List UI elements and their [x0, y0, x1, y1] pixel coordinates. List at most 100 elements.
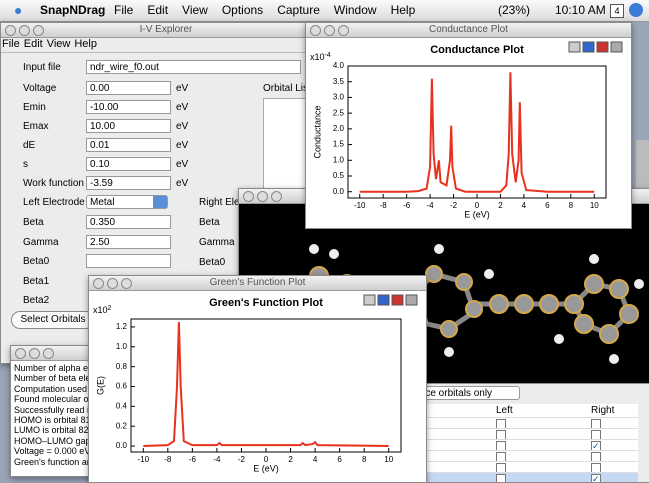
toolbar-button — [583, 42, 594, 52]
table-row — [406, 472, 638, 483]
x-tick-label: -4 — [427, 201, 435, 210]
greens-chart: Green's Function Plotx1020.00.20.40.60.8… — [89, 291, 426, 482]
x-tick-label: 2 — [288, 455, 293, 464]
text-field[interactable]: 0.350 — [86, 215, 171, 229]
x-tick-label: 10 — [590, 201, 599, 210]
x-tick-label: -8 — [164, 455, 172, 464]
text-field[interactable]: 0.01 — [86, 138, 171, 152]
date-icon[interactable]: 4 — [610, 4, 624, 18]
chart-title: Green's Function Plot — [209, 297, 323, 309]
screen: ● SnapNDrag File Edit View Options Capture Wi… — [0, 0, 649, 481]
text-field[interactable]: ndr_wire_f0.out — [86, 60, 301, 74]
log-line: HOMO is orbital 81, — [14, 415, 100, 425]
menu-item[interactable]: Options — [222, 3, 263, 17]
x-tick-label: -6 — [189, 455, 197, 464]
y-tick-label: 4.0 — [333, 61, 345, 70]
menu-item[interactable]: Window — [334, 3, 377, 17]
orbital-table-window: lence orbitals only lLeftRight✓✓ — [405, 383, 649, 483]
log-line: Computation used 3 — [14, 384, 100, 394]
y-tick-label: 0.8 — [116, 362, 128, 371]
dropdown[interactable]: Metal — [86, 195, 168, 209]
menu-item[interactable]: Help — [74, 38, 97, 50]
checkbox[interactable]: ✓ — [591, 474, 601, 483]
log-line: Successfully read inp — [14, 405, 100, 415]
text-field[interactable]: -3.59 — [86, 176, 171, 190]
multiplier-base: x10 — [93, 305, 108, 315]
x-tick-label: -10 — [137, 455, 149, 464]
multiplier-exp: -4 — [325, 52, 331, 59]
field-label: Beta — [199, 217, 220, 228]
menu-item[interactable]: Capture — [277, 3, 320, 17]
field-label: Voltage — [23, 83, 56, 94]
conductance-chart: Conductance Plotx10-40.00.51.01.52.02.53… — [306, 38, 631, 228]
window-title: Green's Function Plot — [210, 277, 306, 288]
x-tick-label: 2 — [498, 201, 503, 210]
field-label: Beta0 — [23, 256, 49, 267]
title-bar: Green's Function Plot — [89, 276, 426, 291]
toolbar-button — [597, 42, 608, 52]
y-tick-label: 0.5 — [333, 171, 345, 180]
y-tick-label: 0.0 — [333, 187, 345, 196]
x-tick-label: -2 — [450, 201, 458, 210]
text-field[interactable]: 0.10 — [86, 157, 171, 171]
unit-label: eV — [176, 83, 188, 94]
x-tick-label: 6 — [545, 201, 550, 210]
field-label: Work function — [23, 178, 84, 189]
menu-item[interactable]: Edit — [147, 3, 168, 17]
x-tick-label: 8 — [362, 455, 367, 464]
y-tick-label: 2.5 — [333, 108, 345, 117]
text-field[interactable] — [86, 254, 171, 268]
menu-item[interactable]: Edit — [24, 38, 43, 50]
y-axis-label: Conductance — [312, 105, 322, 158]
text-field[interactable]: 10.00 — [86, 119, 171, 133]
y-tick-label: 0.2 — [116, 421, 128, 430]
title-bar: Conductance Plot — [306, 23, 631, 38]
field-label: Gamma — [23, 237, 59, 248]
menubar: ● SnapNDrag File Edit View Options Capture Wi… — [0, 0, 649, 22]
y-tick-label: 3.0 — [333, 93, 345, 102]
text-field[interactable]: 0.00 — [86, 81, 171, 95]
x-tick-label: -10 — [354, 201, 366, 210]
x-tick-label: 4 — [313, 455, 318, 464]
log-line: LUMO is orbital 82, — [14, 425, 100, 435]
select-orbitals-button[interactable]: Select Orbitals — [11, 311, 95, 329]
spotlight[interactable] — [629, 3, 643, 17]
apple-menu[interactable]: ● — [14, 0, 22, 21]
field-label: Beta — [23, 217, 44, 228]
field-label: Emax — [23, 121, 49, 132]
menu-item[interactable]: View — [47, 38, 71, 50]
log-line: Number of beta elec — [14, 373, 100, 383]
clock[interactable]: 10:10 AM — [555, 0, 606, 21]
x-tick-label: 4 — [522, 201, 527, 210]
y-tick-label: 0.6 — [116, 382, 128, 391]
x-tick-label: 10 — [384, 455, 393, 464]
x-tick-label: -4 — [213, 455, 221, 464]
dropdown-value: Metal — [90, 197, 114, 208]
window-title: I-V Explorer — [140, 24, 193, 35]
field-label: Emin — [23, 102, 46, 113]
x-tick-label: 6 — [337, 455, 342, 464]
menu-item[interactable]: File — [2, 38, 20, 50]
checkbox[interactable] — [496, 474, 506, 483]
y-tick-label: 1.0 — [116, 342, 128, 351]
menu-item[interactable]: Help — [391, 3, 416, 17]
log-line: HOMO–LUMO gap is — [14, 436, 100, 446]
field-label: Beta2 — [23, 295, 49, 306]
field-label: s — [23, 159, 28, 170]
toolbar-button — [611, 42, 622, 52]
battery[interactable]: (23%) — [498, 0, 530, 21]
menu-item[interactable]: View — [182, 3, 208, 17]
column-header: Left — [496, 405, 513, 416]
unit-label: eV — [176, 121, 188, 132]
text-field[interactable]: 2.50 — [86, 235, 171, 249]
y-tick-label: 1.5 — [333, 140, 345, 149]
orbital-list-label: Orbital List — [263, 83, 311, 94]
app-name[interactable]: SnapNDrag — [40, 0, 105, 21]
menu-item[interactable]: File — [114, 3, 133, 17]
field-label: Input file — [23, 62, 61, 73]
text-field[interactable]: -10.00 — [86, 100, 171, 114]
toolbar-button — [569, 42, 580, 52]
multiplier-exp: 2 — [108, 305, 112, 312]
